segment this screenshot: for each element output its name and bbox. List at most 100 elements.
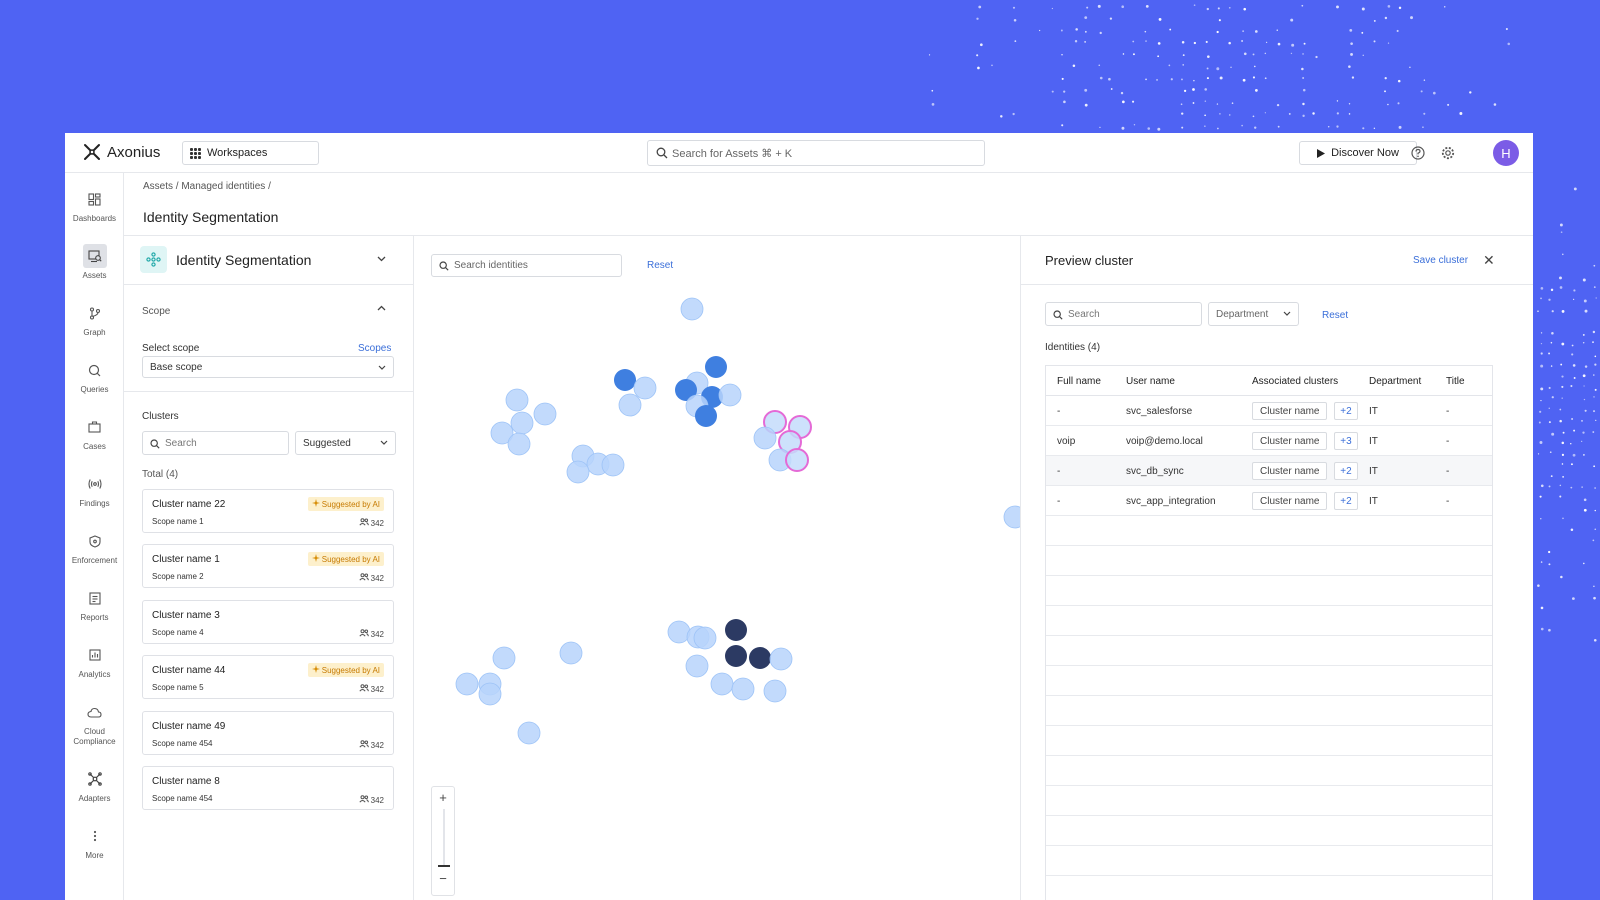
- cluster-card[interactable]: Cluster name 22 Scope name 1 342 Suggested …: [142, 489, 394, 533]
- department-filter-select[interactable]: Department: [1208, 302, 1299, 326]
- global-search-input[interactable]: Search for Assets ⌘ + K: [647, 140, 985, 166]
- zoom-in-button[interactable]: +: [439, 790, 447, 805]
- user-avatar[interactable]: H: [1493, 140, 1519, 166]
- chevron-up-icon[interactable]: [377, 305, 386, 311]
- discover-now-button[interactable]: Discover Now: [1299, 141, 1417, 165]
- identity-node[interactable]: [785, 448, 809, 472]
- nav-item-reports[interactable]: Reports: [65, 586, 124, 622]
- cell-department: IT: [1369, 466, 1378, 477]
- background-dot: [1549, 451, 1552, 454]
- identity-node[interactable]: [710, 672, 734, 696]
- chevron-down-icon[interactable]: [377, 256, 386, 262]
- nav-item-cloud-compliance[interactable]: Cloud Compliance: [65, 700, 124, 747]
- identity-node[interactable]: [705, 356, 727, 378]
- identity-node[interactable]: [533, 402, 557, 426]
- identity-node[interactable]: [618, 393, 642, 417]
- nav-item-queries[interactable]: Queries: [65, 358, 124, 394]
- identity-node[interactable]: [1003, 505, 1020, 529]
- breadcrumb[interactable]: Assets / Managed identities /: [143, 181, 271, 192]
- nav-item-dashboards[interactable]: Dashboards: [65, 187, 124, 223]
- cluster-sort-select[interactable]: Suggested: [295, 431, 396, 455]
- identity-node[interactable]: [566, 460, 590, 484]
- nav-item-cases[interactable]: Cases: [65, 415, 124, 451]
- cluster-card[interactable]: Cluster name 1 Scope name 2 342 Suggested b…: [142, 544, 394, 588]
- column-header[interactable]: User name: [1126, 376, 1175, 387]
- cluster-card[interactable]: Cluster name 49 Scope name 454 342: [142, 711, 394, 755]
- scopes-link[interactable]: Scopes: [358, 343, 392, 354]
- column-header[interactable]: Full name: [1057, 376, 1101, 387]
- identity-search-input[interactable]: Search identities: [431, 254, 622, 277]
- identity-node[interactable]: [753, 426, 777, 450]
- identity-node[interactable]: [667, 620, 691, 644]
- identity-node[interactable]: [769, 647, 793, 671]
- zoom-slider-handle[interactable]: [438, 865, 450, 867]
- identity-node[interactable]: [601, 453, 625, 477]
- brand-logo[interactable]: Axonius: [83, 143, 160, 161]
- nav-item-more[interactable]: More: [65, 824, 124, 860]
- identity-node[interactable]: [725, 619, 747, 641]
- identity-node[interactable]: [749, 647, 771, 669]
- identity-node[interactable]: [763, 679, 787, 703]
- identity-node[interactable]: [695, 405, 717, 427]
- identity-node[interactable]: [614, 369, 636, 391]
- table-row[interactable]: voip voip@demo.local Cluster name +3 IT -: [1046, 426, 1492, 456]
- table-row[interactable]: - svc_app_integration Cluster name +2 IT -: [1046, 486, 1492, 516]
- graph-reset-link[interactable]: Reset: [647, 260, 674, 271]
- associated-cluster-chip[interactable]: Cluster name: [1252, 462, 1328, 480]
- identity-node[interactable]: [633, 376, 657, 400]
- identity-node[interactable]: [510, 411, 534, 435]
- cluster-card[interactable]: Cluster name 44 Scope name 5 342 Suggested …: [142, 655, 394, 699]
- background-dot: [1122, 100, 1125, 104]
- identity-node[interactable]: [455, 672, 479, 696]
- preview-search-input[interactable]: Search: [1045, 302, 1202, 326]
- identity-node[interactable]: [693, 626, 717, 650]
- workspaces-button[interactable]: Workspaces: [182, 141, 319, 165]
- identity-node[interactable]: [478, 682, 502, 706]
- nav-item-assets[interactable]: Assets: [65, 244, 124, 280]
- graph-canvas[interactable]: [414, 236, 1020, 900]
- cluster-search-input[interactable]: Search: [142, 431, 289, 455]
- cluster-card[interactable]: Cluster name 3 Scope name 4 342: [142, 600, 394, 644]
- more-clusters-chip[interactable]: +3: [1334, 432, 1358, 450]
- identity-node[interactable]: [505, 388, 529, 412]
- more-clusters-chip[interactable]: +2: [1334, 402, 1358, 420]
- zoom-out-button[interactable]: −: [439, 871, 447, 886]
- table-row[interactable]: - svc_db_sync Cluster name +2 IT -: [1046, 456, 1492, 486]
- identity-node[interactable]: [680, 297, 704, 321]
- nav-item-adapters[interactable]: Adapters: [65, 767, 124, 803]
- identity-node[interactable]: [492, 646, 516, 670]
- identity-node[interactable]: [725, 645, 747, 667]
- identity-node[interactable]: [718, 383, 742, 407]
- cluster-card[interactable]: Cluster name 8 Scope name 454 342: [142, 766, 394, 810]
- save-cluster-button[interactable]: Save cluster: [1413, 255, 1469, 266]
- column-header[interactable]: Department: [1369, 376, 1422, 387]
- identity-node[interactable]: [490, 421, 514, 445]
- nav-item-findings[interactable]: Findings: [65, 472, 124, 508]
- associated-cluster-chip[interactable]: Cluster name: [1252, 432, 1328, 450]
- associated-cluster-chip[interactable]: Cluster name: [1252, 402, 1328, 420]
- close-icon[interactable]: ✕: [1483, 252, 1495, 268]
- scope-section-label[interactable]: Scope: [142, 306, 171, 317]
- identity-node[interactable]: [517, 721, 541, 745]
- identity-node[interactable]: [731, 677, 755, 701]
- table-row[interactable]: - svc_salesforse Cluster name +2 IT -: [1046, 396, 1492, 426]
- nav-item-analytics[interactable]: Analytics: [65, 643, 124, 679]
- identity-node[interactable]: [675, 379, 697, 401]
- gear-icon[interactable]: [1440, 145, 1456, 161]
- segmentation-selector[interactable]: Identity Segmentation: [140, 246, 311, 273]
- identity-node[interactable]: [685, 654, 709, 678]
- nav-item-graph[interactable]: Graph: [65, 301, 124, 337]
- more-clusters-chip[interactable]: +2: [1334, 492, 1358, 510]
- identity-node[interactable]: [559, 641, 583, 665]
- nav-item-enforcement[interactable]: Enforcement: [65, 529, 124, 565]
- background-dot: [1216, 103, 1219, 105]
- associated-cluster-chip[interactable]: Cluster name: [1252, 492, 1328, 510]
- more-clusters-chip[interactable]: +2: [1334, 462, 1358, 480]
- scope-select[interactable]: Base scope: [142, 356, 394, 378]
- zoom-slider-track[interactable]: [443, 809, 445, 867]
- column-header[interactable]: Title: [1446, 376, 1465, 387]
- help-icon[interactable]: [1410, 145, 1426, 161]
- preview-reset-link[interactable]: Reset: [1322, 310, 1349, 321]
- identity-node[interactable]: [507, 432, 531, 456]
- column-header[interactable]: Associated clusters: [1252, 376, 1339, 387]
